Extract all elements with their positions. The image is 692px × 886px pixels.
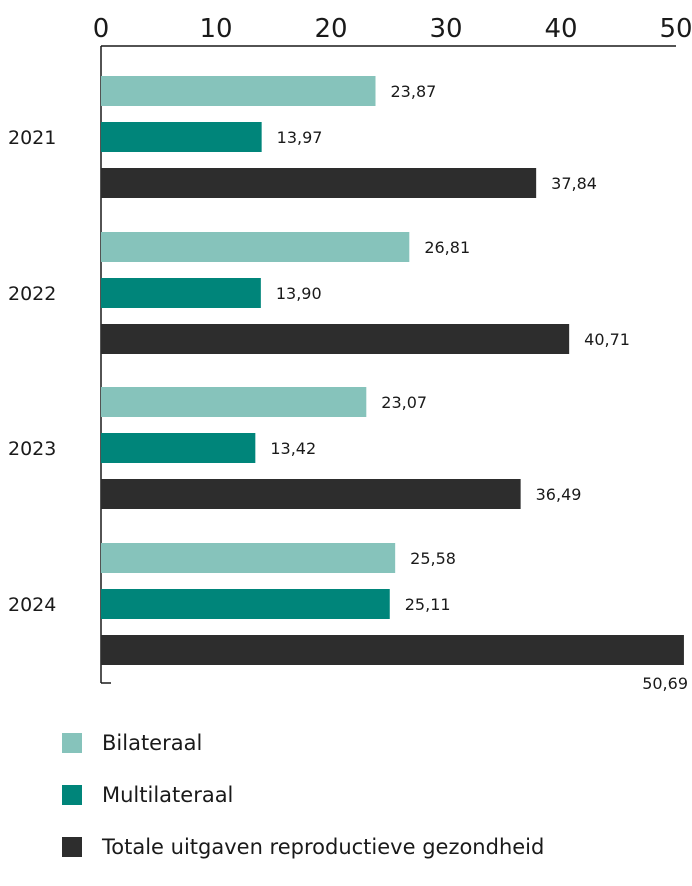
legend-label-bilateraal: Bilateraal bbox=[102, 731, 203, 755]
data-label-bilateraal-2024: 25,58 bbox=[410, 549, 456, 568]
legend-label-multilateraal: Multilateraal bbox=[102, 783, 234, 807]
bar-totaal-2022 bbox=[101, 324, 570, 354]
category-label-2021: 2021 bbox=[8, 127, 56, 149]
data-label-multilateraal-2021: 13,97 bbox=[277, 128, 323, 147]
bar-multilateraal-2021 bbox=[101, 122, 262, 152]
bars bbox=[101, 76, 684, 665]
bar-totaal-2021 bbox=[101, 168, 537, 198]
data-label-bilateraal-2023: 23,07 bbox=[381, 393, 427, 412]
data-label-bilateraal-2021: 23,87 bbox=[391, 82, 437, 101]
legend-item-totale-uitgaven: Totale uitgaven reproductieve gezondheid bbox=[62, 834, 544, 860]
bar-multilateraal-2024 bbox=[101, 589, 390, 619]
data-label-multilateraal-2023: 13,42 bbox=[270, 439, 316, 458]
bar-bilateraal-2024 bbox=[101, 543, 396, 573]
x-tick-label-40: 40 bbox=[544, 14, 577, 44]
bar-bilateraal-2021 bbox=[101, 76, 376, 106]
bar-multilateraal-2022 bbox=[101, 278, 261, 308]
data-label-totaal-2022: 40,71 bbox=[584, 330, 630, 349]
data-labels: 23,87 26,81 23,07 25,58 13,97 13,90 13,42 25,11… bbox=[270, 82, 688, 693]
bar-bilateraal-2022 bbox=[101, 232, 410, 262]
data-label-totaal-2024: 50,69 bbox=[642, 674, 688, 693]
category-label-2022: 2022 bbox=[8, 283, 56, 305]
x-axis-ticks: 0 10 20 30 40 50 bbox=[93, 14, 692, 44]
data-label-totaal-2023: 36,49 bbox=[536, 485, 582, 504]
data-label-totaal-2021: 37,84 bbox=[551, 174, 597, 193]
category-label-2023: 2023 bbox=[8, 438, 56, 460]
x-tick-label-20: 20 bbox=[314, 14, 347, 44]
bar-totaal-2024 bbox=[101, 635, 684, 665]
x-tick-label-50: 50 bbox=[659, 14, 692, 44]
bar-totaal-2023 bbox=[101, 479, 521, 509]
legend-item-bilateraal: Bilateraal bbox=[62, 730, 544, 756]
x-tick-label-10: 10 bbox=[199, 14, 232, 44]
legend-swatch-totale-uitgaven bbox=[62, 837, 82, 857]
data-label-multilateraal-2024: 25,11 bbox=[405, 595, 451, 614]
data-label-bilateraal-2022: 26,81 bbox=[424, 238, 470, 257]
data-label-multilateraal-2022: 13,90 bbox=[276, 284, 322, 303]
chart-axes bbox=[100, 45, 676, 684]
bar-bilateraal-2023 bbox=[101, 387, 367, 417]
legend-swatch-multilateraal bbox=[62, 785, 82, 805]
category-labels: 2021 2022 2023 2024 bbox=[8, 127, 56, 616]
x-tick-label-0: 0 bbox=[93, 14, 110, 44]
legend-item-multilateraal: Multilateraal bbox=[62, 782, 544, 808]
category-label-2024: 2024 bbox=[8, 594, 56, 616]
legend: Bilateraal Multilateraal Totale uitgaven… bbox=[62, 730, 544, 886]
legend-label-totale-uitgaven: Totale uitgaven reproductieve gezondheid bbox=[102, 835, 545, 859]
x-tick-label-30: 30 bbox=[429, 14, 462, 44]
legend-swatch-bilateraal bbox=[62, 733, 82, 753]
bar-multilateraal-2023 bbox=[101, 433, 256, 463]
